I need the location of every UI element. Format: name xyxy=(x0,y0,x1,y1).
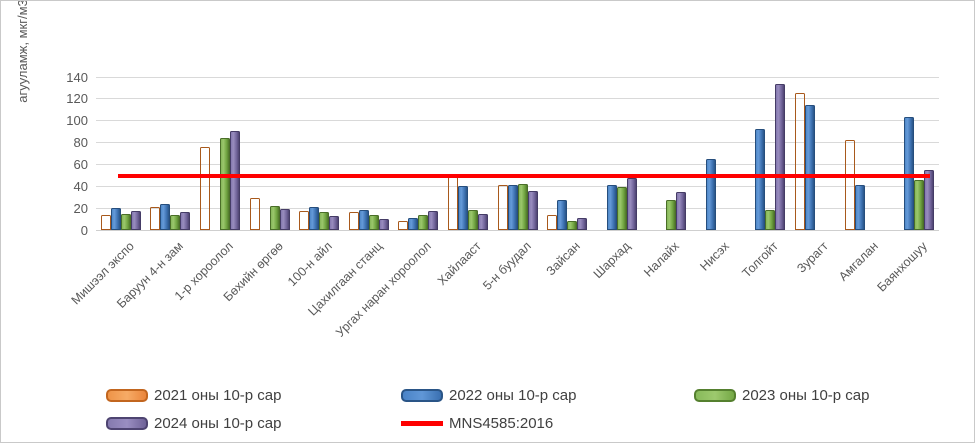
gridline xyxy=(96,76,939,78)
plot-area[interactable]: 0 20 40 60 80 100 120 140 Мишээл экспо Баруун 4-н… xyxy=(66,67,939,340)
bar-2023-Бөхийн өргөө[interactable] xyxy=(269,206,280,230)
bar-2021-Баруун 4-н зам[interactable] xyxy=(150,207,161,230)
bar-2024-Ургах наран хороолол[interactable] xyxy=(428,211,439,230)
bar-2024-Мишээл экспо[interactable] xyxy=(130,211,141,230)
legend-label: 2023 оны 10-р сар xyxy=(742,387,870,404)
bar-2022-Ургах наран хороолол[interactable] xyxy=(408,218,419,230)
bar-2024-Зайсан[interactable] xyxy=(577,218,588,230)
bar-2021-5-н буудал[interactable] xyxy=(497,185,508,230)
bar-2022-Мишээл экспо[interactable] xyxy=(110,208,121,230)
legend-label: 2021 оны 10-р сар xyxy=(154,387,282,404)
bar-2024-Налайх[interactable] xyxy=(676,192,687,230)
bar-2022-5-н буудал[interactable] xyxy=(507,185,518,230)
bar-2024-1-р хороолол[interactable] xyxy=(229,131,240,230)
bar-2021-Хайлааст[interactable] xyxy=(447,177,458,230)
legend-item[interactable]: MNS4585:2016 xyxy=(401,415,553,432)
y-tick-label: 100 xyxy=(66,113,88,129)
bar-2023-5-н буудал[interactable] xyxy=(517,184,528,230)
bar-2021-1-р хороолол[interactable] xyxy=(199,147,210,230)
y-tick-label: 120 xyxy=(66,91,88,107)
legend-bar-swatch xyxy=(106,389,148,402)
bar-2024-Цахилгаан станц[interactable] xyxy=(378,219,389,230)
gridline xyxy=(96,98,939,100)
bar-2023-1-р хороолол[interactable] xyxy=(219,138,230,230)
bar-2023-Баруун 4-н зам[interactable] xyxy=(170,215,181,230)
legend-item[interactable]: 2023 оны 10-р сар xyxy=(694,387,870,404)
x-axis-line xyxy=(96,230,939,231)
bar-2021-100-н айл[interactable] xyxy=(299,211,310,230)
bar-2022-Амгалан[interactable] xyxy=(854,185,865,230)
bar-2023-Толгойт[interactable] xyxy=(765,210,776,230)
bar-2024-Баруун 4-н зам[interactable] xyxy=(180,212,191,230)
bar-2023-Цахилгаан станц[interactable] xyxy=(368,215,379,230)
bar-2023-Мишээл экспо[interactable] xyxy=(120,214,131,230)
legend-bar-swatch xyxy=(106,417,148,430)
legend-item[interactable]: 2021 оны 10-р сар xyxy=(106,387,282,404)
legend-item[interactable]: 2022 оны 10-р сар xyxy=(401,387,577,404)
bar-2022-Цахилгаан станц[interactable] xyxy=(358,210,369,230)
y-tick-label: 80 xyxy=(73,135,88,151)
bar-2024-100-н айл[interactable] xyxy=(329,216,340,230)
bar-2021-Ургах наран хороолол[interactable] xyxy=(398,221,409,230)
bar-2022-Баруун 4-н зам[interactable] xyxy=(160,204,171,230)
bar-2021-Бөхийн өргөө[interactable] xyxy=(249,198,260,230)
gridline xyxy=(96,142,939,144)
bar-2022-Хайлааст[interactable] xyxy=(457,186,468,230)
bar-2021-Зайсан[interactable] xyxy=(547,215,558,230)
bar-2021-Мишээл экспо[interactable] xyxy=(100,215,111,230)
bar-2024-Баянхошуу[interactable] xyxy=(924,170,935,230)
y-tick-label: 0 xyxy=(80,223,88,238)
legend-line-swatch xyxy=(401,421,443,426)
bar-2023-Шархад[interactable] xyxy=(616,187,627,230)
bar-2023-100-н айл[interactable] xyxy=(319,212,330,230)
bar-2024-5-н буудал[interactable] xyxy=(527,191,538,230)
legend-label: 2022 оны 10-р сар xyxy=(449,387,577,404)
bar-2024-Шархад[interactable] xyxy=(626,178,637,230)
y-tick-label: 40 xyxy=(73,179,88,195)
bar-2022-Зайсан[interactable] xyxy=(557,200,568,230)
y-tick-label: 20 xyxy=(73,201,88,217)
bar-2023-Баянхошуу[interactable] xyxy=(914,180,925,230)
bar-2022-Баянхошуу[interactable] xyxy=(904,117,915,230)
legend-item[interactable]: 2024 оны 10-р сар xyxy=(106,415,282,432)
y-tick-label: 140 xyxy=(66,69,88,85)
bar-2024-Хайлааст[interactable] xyxy=(477,214,488,230)
legend-label: MNS4585:2016 xyxy=(449,415,554,432)
bar-2021-Зурагт[interactable] xyxy=(795,93,806,230)
reference-line-mns4585[interactable] xyxy=(118,174,930,178)
bar-2022-Нисэх[interactable] xyxy=(705,159,716,230)
bar-2022-Зурагт[interactable] xyxy=(805,105,816,230)
legend-label: 2024 оны 10-р сар xyxy=(154,415,282,432)
bar-2022-Шархад[interactable] xyxy=(606,185,617,230)
bar-2022-Толгойт[interactable] xyxy=(755,129,766,230)
bar-2023-Зайсан[interactable] xyxy=(567,221,578,230)
bar-2023-Хайлааст[interactable] xyxy=(467,210,478,230)
bar-2021-Амгалан[interactable] xyxy=(844,140,855,230)
gridline xyxy=(96,120,939,122)
y-axis-title: агууламж, мкг/м3 xyxy=(15,0,30,103)
y-tick-label: 60 xyxy=(73,157,88,173)
bar-2022-100-н айл[interactable] xyxy=(309,207,320,230)
bar-2021-Цахилгаан станц[interactable] xyxy=(348,212,359,230)
legend-bar-swatch xyxy=(401,389,443,402)
gridline xyxy=(96,164,939,166)
bar-2024-Толгойт[interactable] xyxy=(775,84,786,230)
legend-bar-swatch xyxy=(694,389,736,402)
bar-2024-Бөхийн өргөө[interactable] xyxy=(279,209,290,230)
bar-2023-Ургах наран хороолол[interactable] xyxy=(418,215,429,230)
bar-2023-Налайх[interactable] xyxy=(666,200,677,230)
